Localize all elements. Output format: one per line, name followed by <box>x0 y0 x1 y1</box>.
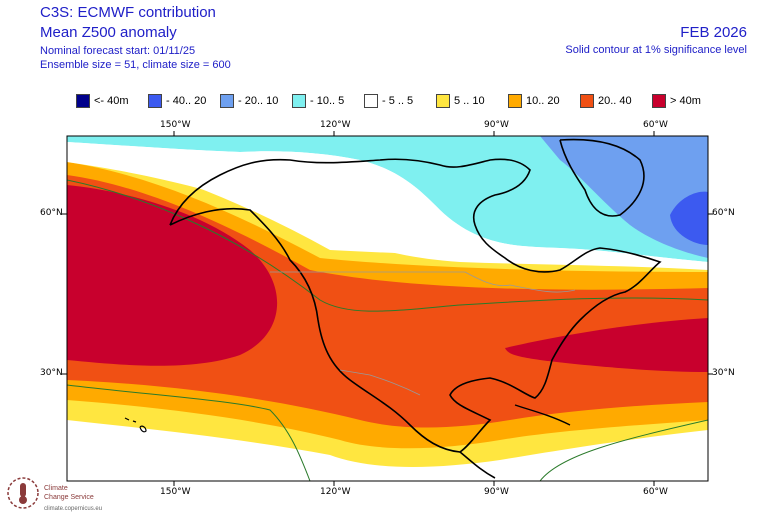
significance-note: Solid contour at 1% significance level <box>565 44 747 56</box>
greenland-coastline <box>559 138 645 217</box>
axis-ticks <box>62 131 713 486</box>
legend-item: - 10.. 5 <box>292 93 344 109</box>
legend-swatch <box>292 94 306 108</box>
significance-contour-south <box>67 384 311 481</box>
legend-item: - 5 .. 5 <box>364 93 413 109</box>
legend-label: 5 .. 10 <box>454 95 485 107</box>
copernicus-logo[interactable]: Climate Change Service climate.copernicu… <box>6 474 116 518</box>
north-america-coastline <box>169 158 662 453</box>
lon-label-top: 150°W <box>160 120 191 130</box>
legend-label: - 5 .. 5 <box>382 95 414 107</box>
lon-label-bottom: 120°W <box>320 487 351 497</box>
cuba-coastline <box>514 404 571 426</box>
ensemble-size-text: Ensemble size = 51, climate size = 600 <box>40 59 231 71</box>
us-canada-border <box>270 271 576 293</box>
legend-swatch <box>652 94 666 108</box>
band-neg-40-20 <box>670 191 708 245</box>
legend-swatch <box>508 94 522 108</box>
legend-swatch <box>220 94 234 108</box>
legend-item: - 40.. 20 <box>148 93 206 109</box>
hawaii-islands <box>124 417 147 433</box>
legend-swatch <box>436 94 450 108</box>
band-neg-10-5 <box>67 136 708 262</box>
valid-month: FEB 2026 <box>680 24 747 41</box>
map-frame <box>66 135 709 482</box>
color-legend: <- 40m - 40.. 20 - 20.. 10 - 10.. 5 - 5 … <box>76 93 716 109</box>
lat-label-right: 60°N <box>712 208 735 218</box>
lat-label-left: 60°N <box>40 208 63 218</box>
legend-item: 10.. 20 <box>508 93 560 109</box>
legend-item: 20.. 40 <box>580 93 632 109</box>
logo-url: climate.copernicus.eu <box>44 506 103 512</box>
chart-title: C3S: ECMWF contribution <box>40 4 216 21</box>
lat-label-left: 30°N <box>40 368 63 378</box>
forecast-start-text: Nominal forecast start: 01/11/25 <box>40 45 196 57</box>
lon-label-top: 120°W <box>320 120 351 130</box>
band-gt-40-pacific <box>67 185 278 366</box>
legend-swatch <box>76 94 90 108</box>
lon-label-top: 90°W <box>484 120 509 130</box>
logo-text: Climate Change Service <box>44 485 94 501</box>
lon-label-bottom: 60°W <box>643 487 668 497</box>
legend-label: - 10.. 5 <box>310 95 345 107</box>
lon-label-bottom: 90°W <box>484 487 509 497</box>
thermometer-icon <box>7 477 39 509</box>
anomaly-field <box>67 136 708 481</box>
lat-label-right: 30°N <box>712 368 735 378</box>
legend-label: 20.. 40 <box>598 95 632 107</box>
legend-item: 5 .. 10 <box>436 93 485 109</box>
legend-item: <- 40m <box>76 93 129 109</box>
us-mexico-border <box>339 369 421 396</box>
lon-label-top: 60°W <box>643 120 668 130</box>
legend-label: > 40m <box>670 95 701 107</box>
significance-contour-caribbean <box>539 419 708 481</box>
legend-item: - 20.. 10 <box>220 93 278 109</box>
legend-label: 10.. 20 <box>526 95 560 107</box>
chart-subtitle: Mean Z500 anomaly <box>40 24 177 41</box>
legend-label: <- 40m <box>94 95 129 107</box>
lon-label-bottom: 150°W <box>160 487 191 497</box>
central-america-coastline <box>459 451 496 479</box>
band-neutral <box>67 142 708 270</box>
legend-swatch <box>148 94 162 108</box>
legend-swatch <box>580 94 594 108</box>
band-neg-20-10 <box>540 136 708 258</box>
legend-label: - 20.. 10 <box>238 95 279 107</box>
legend-item: > 40m <box>652 93 701 109</box>
legend-swatch <box>364 94 378 108</box>
legend-label: - 40.. 20 <box>166 95 207 107</box>
band-gt-40-atlantic <box>505 318 708 372</box>
